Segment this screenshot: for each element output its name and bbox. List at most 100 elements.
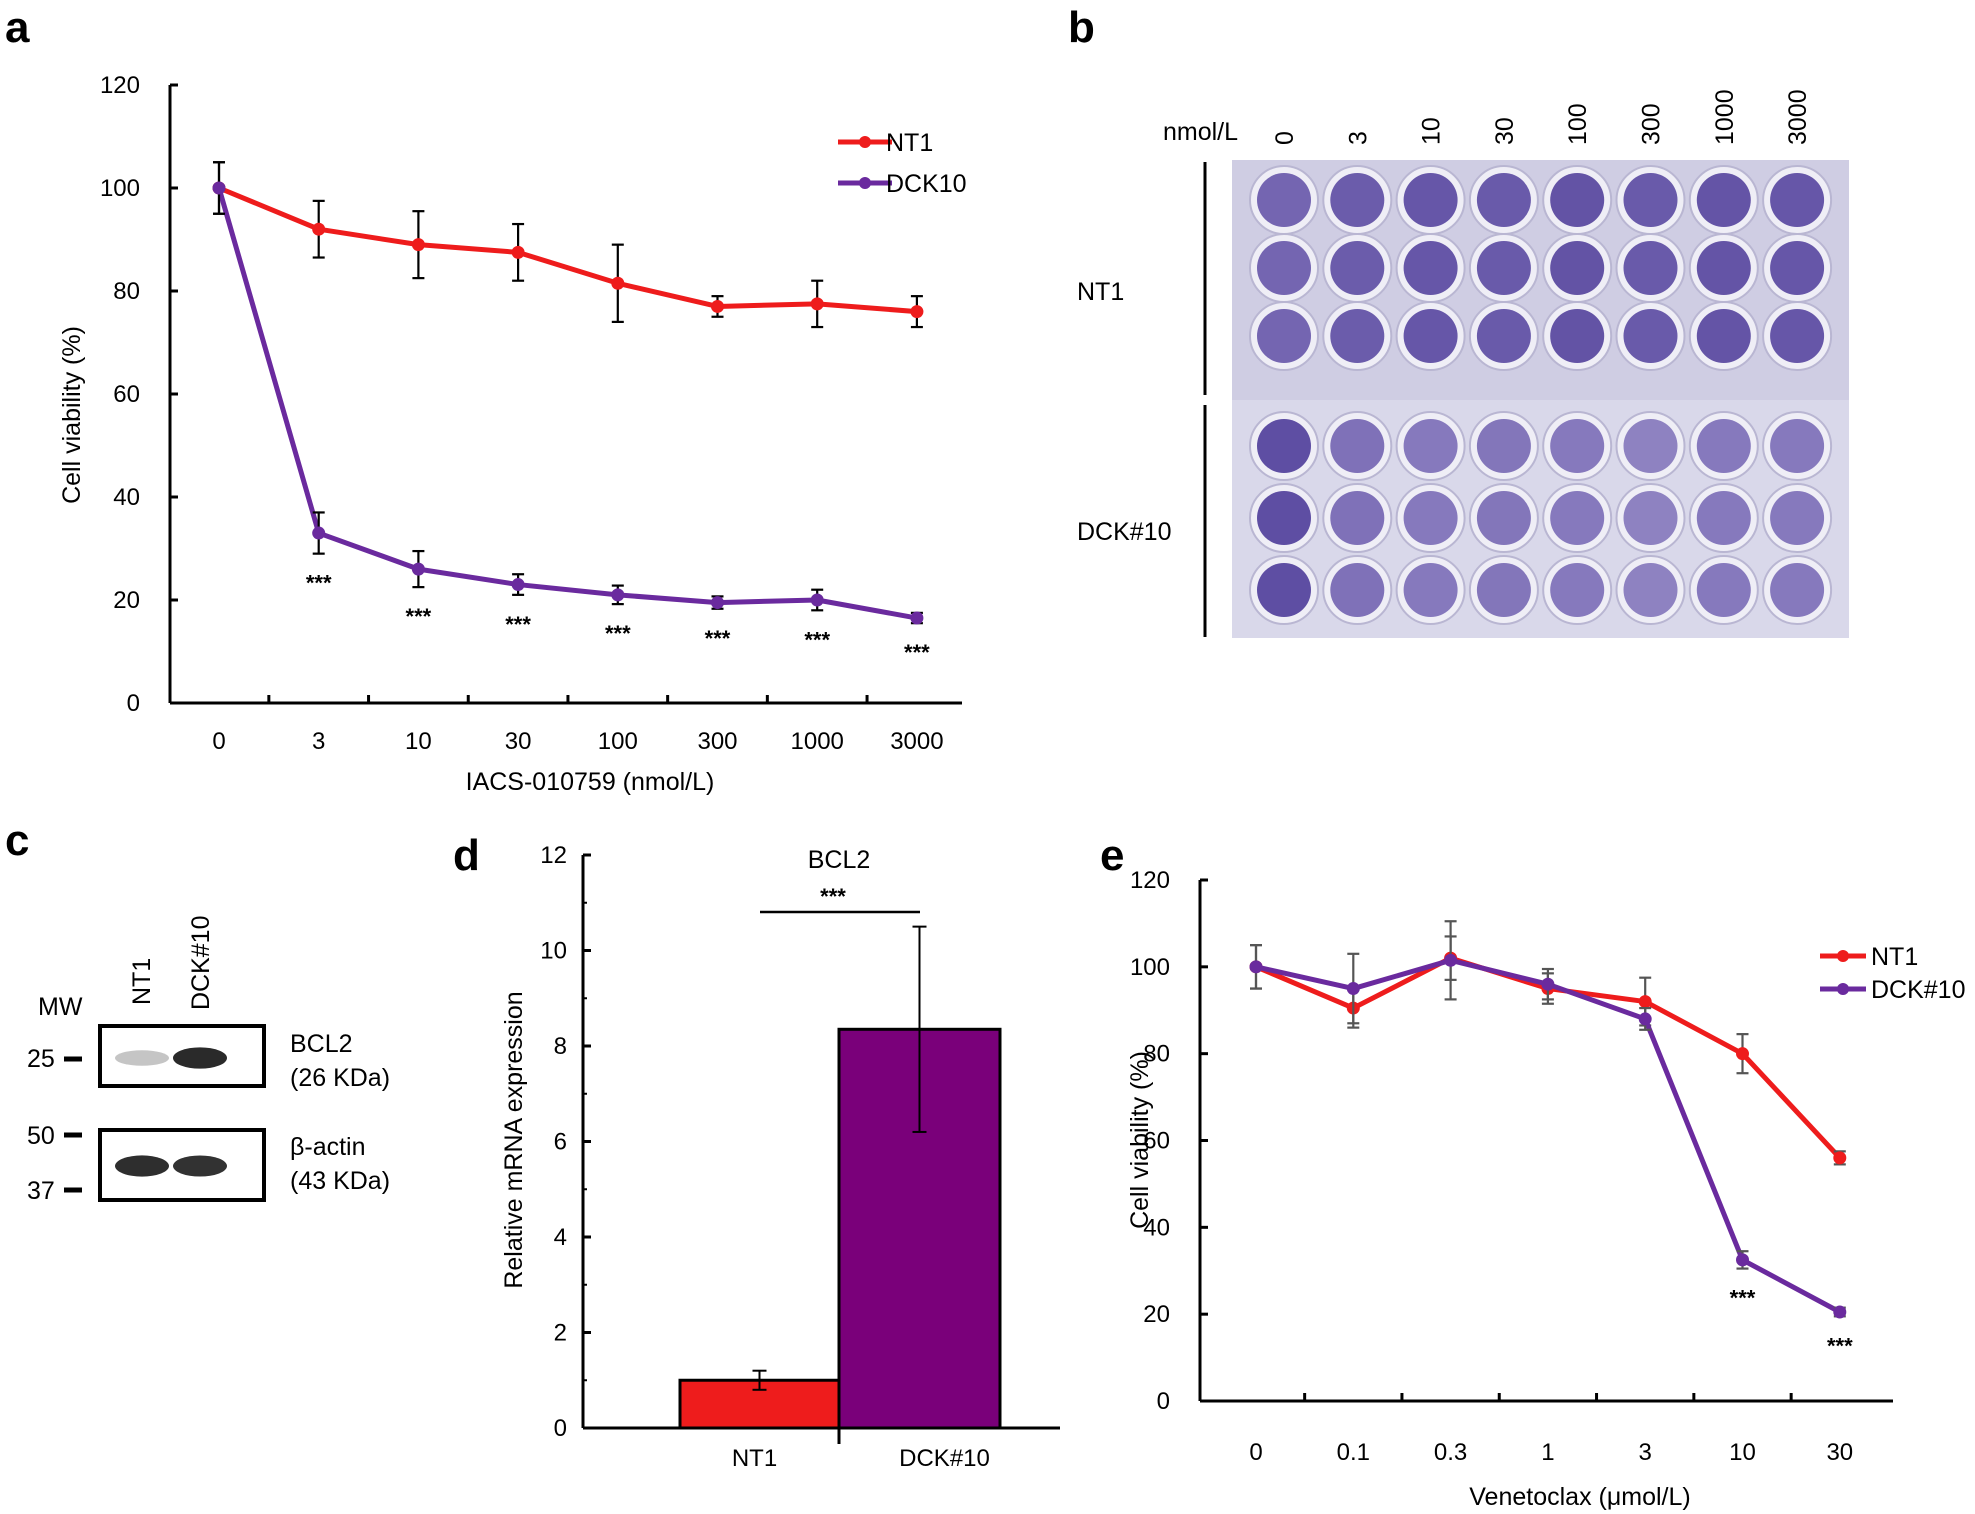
well-nt1 [1476,173,1531,227]
well-dck-10 [1476,491,1531,545]
blot-size-bcl2: (26 KDa) [290,1064,390,1092]
y-tick-label: 100 [100,175,140,202]
x-tick-label: 3 [312,728,325,755]
data-point-nt1 [1833,1151,1847,1165]
data-point-nt1 [411,238,425,252]
well-nt1 [1403,173,1458,227]
panel-letter-a: a [5,3,30,52]
legend-marker-nt1 [859,136,871,148]
x-tick-label: 10 [405,728,432,755]
y-tick-label: 100 [1130,954,1170,981]
marker-25: 25 [27,1045,55,1073]
data-point-dck-10 [1833,1305,1847,1319]
axis-ticks: 0 20 40 60 80 100 120 0 0.1 0.3 1 3 10 30 [1130,867,1893,1466]
well-dck-10 [1476,563,1531,617]
mw-label: MW [38,993,83,1021]
y-tick-label: 80 [113,278,140,305]
data-point-dck10 [511,578,525,592]
legend-label-dck10: DCK#10 [1871,976,1966,1004]
x-tick-label: 3 [1639,1439,1652,1466]
band--actin-dck-10 [173,1155,227,1177]
y-tick-label: 4 [554,1224,567,1251]
y-tick-label: 20 [113,587,140,614]
significance-stars: *** [820,884,846,909]
data-point-nt1 [1736,1047,1749,1061]
y-tick-label: 60 [113,381,140,408]
y-axis-title: Cell viability (%) [1126,1051,1154,1229]
x-tick-label: 100 [598,728,638,755]
y-axis-title: Cell viability (%) [58,326,86,504]
x-tick-label: 1 [1541,1439,1554,1466]
lane-label-dck10: DCK#10 [187,916,215,1011]
panel-letter-b: b [1068,3,1095,52]
data-point-dck-10 [1638,1012,1652,1026]
well-nt1 [1770,173,1825,227]
legend-marker-dck10 [1837,983,1849,995]
concentration-label: 0 [1271,131,1299,145]
data-marks: *** *** [1249,920,1853,1358]
y-tick-label: 40 [1143,1214,1170,1241]
panel-letter-c: c [5,816,29,865]
data-point-nt1 [910,305,924,319]
data-point-nt1 [1638,995,1652,1009]
series-line-nt1 [218,185,918,315]
data-point-dck-10 [1249,960,1263,974]
blot-size-actin: (43 KDa) [290,1167,390,1195]
well-nt1 [1330,173,1385,227]
well-nt1 [1623,309,1678,363]
well-dck-10 [1403,563,1458,617]
well-nt1 [1330,309,1385,363]
x-tick-label: NT1 [732,1445,777,1472]
axis-ticks: 0 20 40 60 80 100 120 0 3 10 30 100 300 1000 3000 [100,72,962,755]
group-label-nt1: NT1 [1077,278,1124,306]
well-nt1 [1770,241,1825,295]
blot-label-bcl2: BCL2 [290,1030,353,1058]
x-tick-label: 0.1 [1337,1439,1370,1466]
marker-37: 37 [27,1177,55,1205]
data-point-dck-10 [1346,982,1360,996]
well-nt1 [1257,309,1311,363]
y-axis-title: Relative mRNA expression [500,991,528,1288]
well-dck-10 [1330,419,1385,473]
group-label-dck10: DCK#10 [1077,518,1172,546]
x-axis-title: Venetoclax (μmol/L) [1469,1483,1690,1511]
y-tick-label: 2 [554,1320,567,1347]
well-dck-10 [1623,419,1678,473]
x-tick-label: 3000 [890,728,943,755]
significance-stars: *** [1730,1286,1756,1311]
well-nt1 [1257,173,1311,227]
well-dck-10 [1476,419,1531,473]
well-dck-10 [1550,563,1605,617]
well-dck-10 [1257,563,1311,617]
well-dck-10 [1770,419,1825,473]
plate-image [1232,160,1849,638]
legend: NT1 DCK#10 [1820,943,1966,1004]
well-dck-10 [1257,491,1311,545]
y-tick-label: 0 [1157,1388,1170,1415]
panel-a-line-chart: a Cell viability (%) IACS-010759 (nmol/L… [5,3,967,796]
well-nt1 [1770,309,1825,363]
x-tick-label: DCK#10 [899,1445,990,1472]
y-tick-label: 10 [540,938,567,965]
significance-stars: *** [406,604,432,629]
significance-stars: *** [505,612,531,637]
well-dck-10 [1696,419,1751,473]
legend-label-nt1: NT1 [886,129,933,157]
x-tick-label: 0 [212,728,225,755]
well-nt1 [1550,309,1605,363]
data-point-dck-10 [1444,953,1458,967]
concentration-labels: 0 3 10 30 100 300 1000 3000 [1271,89,1812,145]
well-nt1 [1403,241,1458,295]
significance-stars: *** [804,627,830,652]
significance-stars: *** [306,571,332,596]
well-nt1 [1696,309,1751,363]
chart-title: BCL2 [808,846,871,874]
y-tick-label: 8 [554,1033,567,1060]
well-dck-10 [1623,563,1678,617]
data-point-dck10 [312,526,326,540]
well-nt1 [1550,241,1605,295]
significance-stars: *** [1827,1333,1853,1358]
series-line-dck10 [216,187,918,621]
y-tick-label: 120 [100,72,140,99]
